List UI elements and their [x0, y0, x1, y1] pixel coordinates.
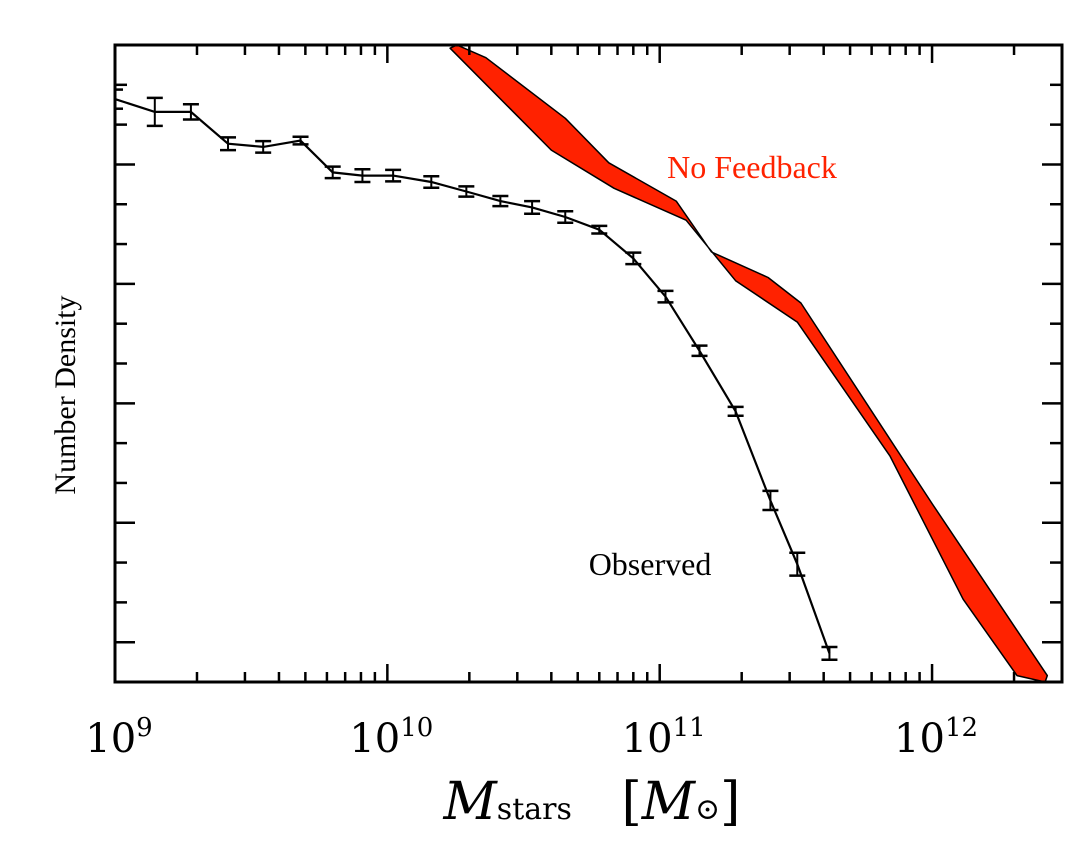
observed-errorbar — [762, 489, 779, 512]
observed-errorbar — [220, 136, 237, 152]
observed-errorbar — [691, 344, 708, 358]
x-tick-label-exponent: 11 — [673, 713, 706, 743]
observed-errorbar — [385, 168, 402, 183]
observed-series-layer — [115, 88, 838, 661]
observed-errorbar — [524, 199, 541, 216]
observed-errorbar — [821, 645, 838, 661]
observed-errorbar — [789, 551, 806, 577]
x-tick-label: 109 — [85, 713, 152, 762]
no-feedback-band — [449, 45, 1049, 682]
observed-errorbar — [458, 185, 475, 198]
x-axis-label-main: M — [443, 772, 497, 832]
x-tick-label-base: 10 — [85, 716, 136, 762]
x-tick-labels: 109 1010 1011 1012 — [85, 713, 978, 762]
x-axis-label-sub: stars — [496, 792, 572, 827]
observed-errorbar — [557, 210, 574, 224]
no-feedback-band-layer — [449, 45, 1049, 682]
observed-errorbar — [625, 251, 642, 266]
observed-errorbar — [727, 405, 744, 417]
observed-errorbar — [591, 224, 608, 235]
x-axis-unit-open: [ — [621, 772, 642, 832]
observed-errorbar — [146, 96, 163, 128]
annotation-no-feedback: No Feedback — [667, 149, 837, 185]
observed-errorbar — [324, 165, 341, 180]
observed-errorbar — [354, 167, 371, 184]
x-tick-label-exponent: 10 — [400, 713, 433, 743]
observed-errorbar — [492, 194, 509, 208]
x-tick-label: 1010 — [349, 713, 433, 762]
observed-errorbar — [115, 88, 123, 110]
x-axis-unit-close: ] — [720, 772, 741, 832]
annotation-observed: Observed — [589, 546, 712, 582]
observed-errorbar — [255, 139, 272, 154]
x-tick-label: 1011 — [622, 713, 706, 762]
x-tick-label-base: 10 — [622, 716, 673, 762]
observed-errorbar — [182, 102, 199, 121]
x-tick-label-exponent: 9 — [136, 713, 153, 743]
axis-ticks — [113, 45, 1064, 682]
observed-line — [115, 98, 831, 654]
observed-errorbar — [657, 289, 674, 304]
y-axis-label: Number Density — [49, 295, 82, 495]
x-axis-unit-symbol: ⊙ — [695, 792, 721, 827]
x-tick-label-base: 10 — [894, 716, 945, 762]
observed-errorbar — [292, 135, 309, 146]
observed-errorbar — [423, 174, 440, 189]
x-tick-label-exponent: 12 — [945, 713, 978, 743]
x-tick-label-base: 10 — [349, 716, 400, 762]
x-axis-label: Mstars [M⊙] — [0, 772, 1074, 832]
x-tick-label: 1012 — [894, 713, 978, 762]
x-axis-unit-main: M — [641, 772, 696, 832]
